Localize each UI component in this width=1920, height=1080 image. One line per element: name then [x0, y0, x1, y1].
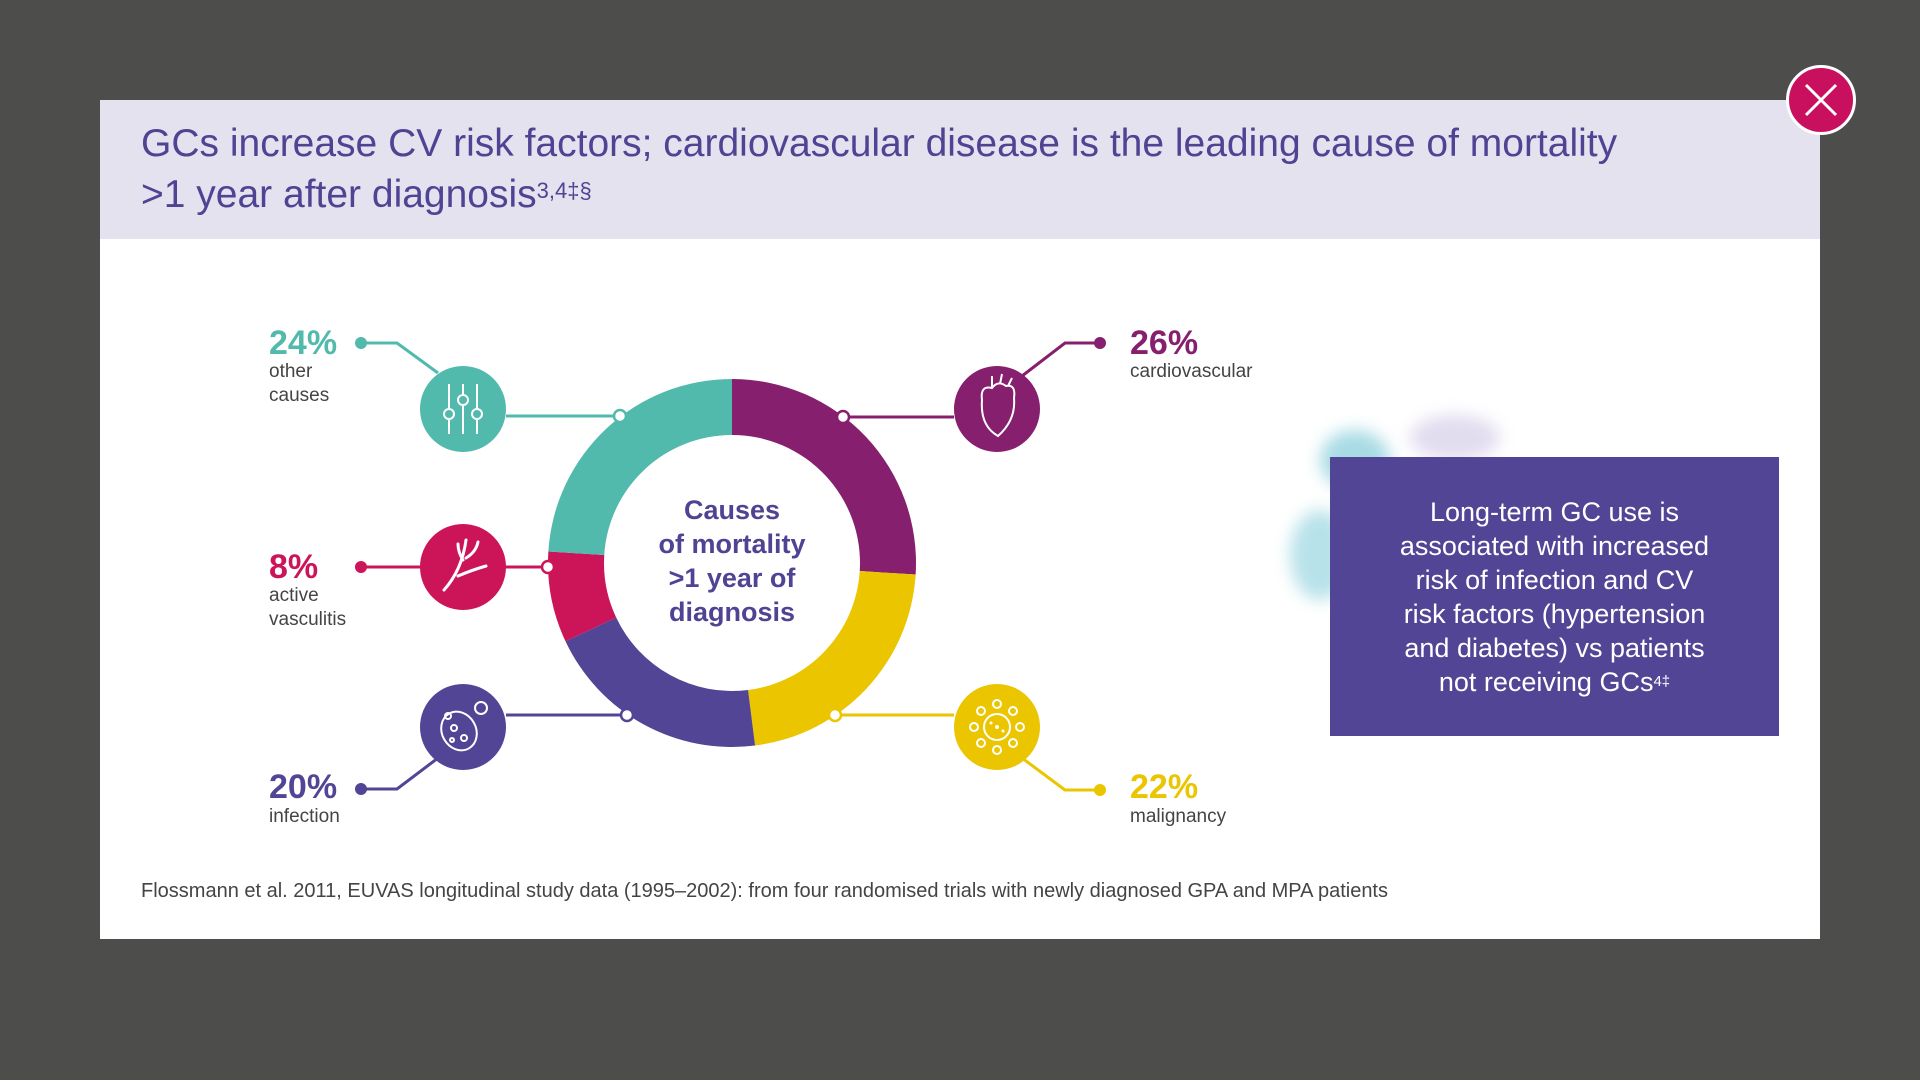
donut-center-label: Causes of mortality >1 year of diagnosis [612, 493, 852, 629]
watercolor-blob [1410, 415, 1500, 460]
ring-dot-vasculitis [540, 559, 556, 575]
category-label-vasculitis: active vasculitis [269, 585, 347, 630]
blood-vessel-icon [420, 524, 506, 610]
ring-dot-malignancy [827, 707, 843, 723]
connector-dots [355, 337, 1106, 796]
footnote: Flossmann et al. 2011, EUVAS longitudina… [141, 880, 1388, 902]
heart-icon [954, 366, 1040, 452]
center-line: Causes [683, 495, 781, 525]
donut-slice-other-causes [548, 379, 732, 555]
dot-malignancy [1094, 784, 1106, 796]
value-label-cardio: 26% [1130, 324, 1199, 362]
dot-cardio [1094, 337, 1106, 349]
value-label-other: 24% [269, 324, 338, 362]
donut-slice-cardiovascular [732, 379, 916, 575]
connector-line-other [361, 341, 439, 375]
category-label-cardio: cardiovascular [1130, 361, 1253, 382]
modal: GCs increase CV risk factors; cardiovasc… [100, 100, 1820, 939]
dot-infection [355, 783, 367, 795]
dot-vasculitis [355, 561, 367, 573]
dot-other [355, 337, 367, 349]
center-line: >1 year of [668, 563, 796, 593]
donut-slice-infection [565, 617, 756, 748]
title-superscript: 3,4‡§ [536, 178, 592, 203]
modal-header: GCs increase CV risk factors; cardiovasc… [100, 100, 1820, 239]
sliders-icon [420, 366, 506, 452]
connector-line-infection [361, 756, 439, 791]
close-button[interactable] [1786, 65, 1856, 135]
category-label-infection: infection [269, 806, 340, 827]
connector-line-malignancy [1021, 756, 1100, 792]
bacteria-icon [420, 684, 506, 770]
value-label-infection: 20% [269, 768, 338, 806]
category-label-malignancy: malignancy [1130, 806, 1227, 827]
page-title: GCs increase CV risk factors; cardiovasc… [141, 122, 1618, 216]
ring-dot-other [612, 408, 628, 424]
ring-dot-infection [619, 707, 635, 723]
cancer-cell-icon [954, 684, 1040, 770]
connector-line-cardio [1021, 341, 1100, 378]
close-icon [1804, 83, 1838, 117]
donut-slice-malignancy [748, 571, 916, 746]
center-line: diagnosis [668, 597, 796, 627]
callout-box: Long-term GC use is associated with incr… [1330, 457, 1779, 736]
category-label-other: other causes [269, 361, 330, 406]
center-line: of mortality [658, 529, 806, 559]
value-label-vasculitis: 8% [269, 548, 319, 586]
value-label-malignancy: 22% [1130, 768, 1199, 806]
donut-slice-active-vasculitis [548, 551, 617, 642]
ring-dot-cardio [835, 409, 851, 425]
donut-chart [355, 337, 1106, 796]
